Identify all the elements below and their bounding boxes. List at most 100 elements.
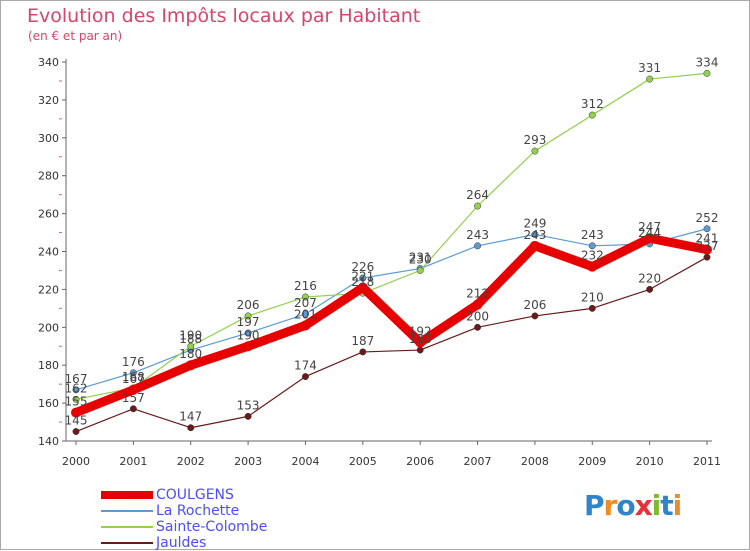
- data-point: [185, 360, 196, 371]
- data-label: 207: [294, 296, 317, 310]
- x-tick-label: 2000: [62, 455, 90, 468]
- legend-label: Jauldes: [156, 535, 207, 551]
- data-point: [703, 253, 711, 261]
- series-sainte-colombe: [72, 69, 711, 403]
- data-label: 162: [65, 381, 88, 395]
- x-tick-label: 2011: [693, 455, 721, 468]
- series-jauldes: [72, 253, 711, 435]
- data-point: [244, 312, 252, 320]
- data-label: 167: [65, 372, 88, 386]
- data-label: 190: [179, 328, 202, 342]
- data-point: [644, 233, 655, 244]
- series-line: [71, 233, 712, 418]
- logo-letter: x: [634, 489, 653, 522]
- y-tick-label: 300: [38, 132, 59, 145]
- x-tick-label: 2005: [349, 455, 377, 468]
- data-label: 210: [581, 290, 604, 304]
- logo-letter: r: [603, 489, 618, 522]
- y-tick-label: 180: [38, 359, 59, 372]
- x-tick-label: 2004: [291, 455, 319, 468]
- y-tick-label: 340: [38, 56, 59, 69]
- data-label: 147: [179, 410, 202, 424]
- data-point: [416, 267, 424, 274]
- data-label: 220: [638, 271, 661, 285]
- y-tick-label: 260: [38, 208, 59, 221]
- data-point: [302, 293, 309, 301]
- data-label: 145: [65, 414, 88, 428]
- data-point: [531, 312, 539, 320]
- data-point: [588, 304, 596, 312]
- data-label: 293: [523, 133, 546, 147]
- series-line: [75, 72, 708, 400]
- y-tick-label: 160: [38, 397, 59, 410]
- data-point: [587, 261, 598, 272]
- logo-letter: t: [660, 489, 673, 522]
- legend-swatch: [101, 526, 153, 528]
- legend-item: Sainte-Colombe: [101, 519, 267, 535]
- x-tick-label: 2010: [636, 455, 664, 468]
- data-label: 226: [351, 260, 374, 274]
- data-label: 180: [179, 347, 202, 361]
- data-label: 157: [122, 391, 145, 405]
- data-label: 312: [581, 97, 604, 111]
- logo-letter: i: [672, 489, 683, 522]
- data-label: 190: [237, 328, 260, 342]
- data-label: 153: [237, 398, 260, 412]
- logo-letter: i: [651, 489, 662, 522]
- y-tick-label: 240: [38, 246, 59, 259]
- data-point: [244, 329, 252, 337]
- data-label: 155: [65, 395, 88, 409]
- data-point: [129, 405, 137, 413]
- x-tick-label: 2007: [464, 455, 492, 468]
- data-label: 247: [638, 220, 661, 234]
- data-point: [588, 111, 596, 119]
- logo-letter: P: [584, 489, 605, 522]
- chart-subtitle: (en € et par an): [28, 29, 123, 43]
- data-label: 168: [122, 370, 145, 384]
- legend-swatch: [101, 542, 153, 544]
- data-point: [187, 424, 195, 432]
- data-point: [531, 230, 539, 238]
- data-label: 216: [294, 279, 317, 293]
- data-label: 230: [409, 252, 432, 266]
- proxiti-logo: Proxiti: [584, 489, 683, 522]
- legend-swatch: [101, 491, 153, 499]
- data-point: [357, 282, 368, 293]
- x-tick-label: 2002: [177, 455, 205, 468]
- data-label: 231: [409, 251, 432, 265]
- x-tick-label: 2003: [234, 455, 262, 468]
- data-label: 237: [696, 239, 719, 253]
- series-coulgens: [71, 233, 712, 418]
- x-tick-label: 2008: [521, 455, 549, 468]
- data-point: [359, 274, 367, 282]
- data-point: [359, 348, 367, 356]
- data-label: 206: [523, 298, 546, 312]
- data-point: [702, 244, 712, 255]
- chart-legend: COULGENS La Rochette Sainte-Colombe Jauldes: [101, 487, 267, 551]
- data-label: 187: [351, 334, 374, 348]
- data-label: 212: [466, 287, 489, 301]
- legend-item: Jauldes: [101, 535, 267, 551]
- data-point: [703, 69, 711, 77]
- data-point: [244, 412, 252, 420]
- data-label: 243: [523, 228, 546, 242]
- data-point: [415, 337, 426, 348]
- data-point: [474, 202, 481, 210]
- chart-title: Evolution des Impôts locaux par Habitant: [27, 5, 421, 27]
- y-tick-label: 200: [38, 321, 59, 334]
- data-point: [529, 240, 540, 251]
- legend-item: La Rochette: [101, 503, 267, 519]
- data-point: [646, 285, 654, 293]
- data-label: 232: [581, 249, 604, 263]
- data-label: 200: [466, 309, 489, 323]
- data-point: [588, 242, 596, 250]
- data-point: [472, 299, 483, 310]
- data-label: 243: [581, 228, 604, 242]
- data-label: 249: [523, 216, 546, 230]
- data-point: [129, 369, 137, 377]
- data-label: 334: [696, 55, 719, 69]
- data-label: 174: [294, 359, 317, 373]
- legend-label: Sainte-Colombe: [156, 519, 268, 535]
- data-point: [128, 384, 139, 395]
